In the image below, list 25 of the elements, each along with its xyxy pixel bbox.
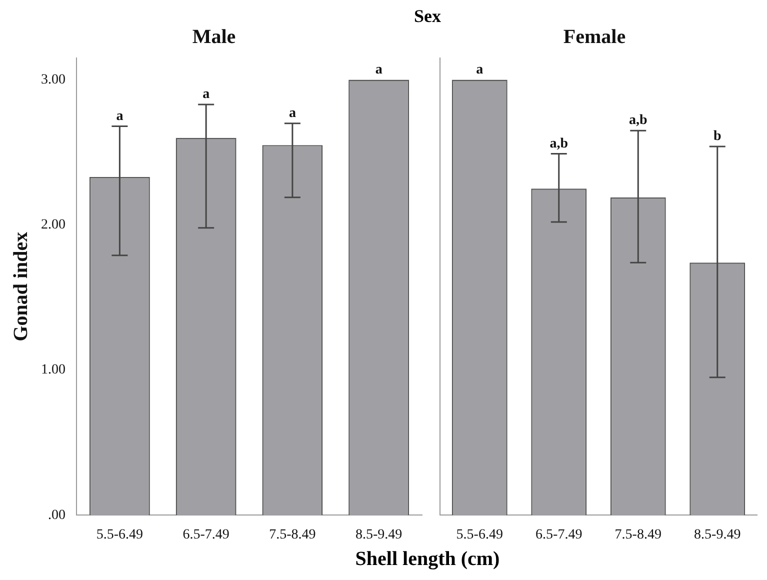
annotation: a <box>202 87 210 102</box>
y-tick-label: .00 <box>48 508 66 523</box>
y-tick-label: 2.00 <box>41 218 66 233</box>
x-tick-label: 6.5-7.49 <box>182 527 230 542</box>
y-tick-label: 3.00 <box>41 72 66 88</box>
x-tick-label: 7.5-8.49 <box>614 527 662 542</box>
chart-title: Male <box>192 26 236 48</box>
x-tick-label: 6.5-7.49 <box>536 527 582 542</box>
y-axis-title: Gonad index <box>10 232 32 342</box>
x-tick-label: 8.5-9.49 <box>355 527 402 542</box>
annotation: b <box>713 129 722 144</box>
y-tick-label: 1.00 <box>41 362 66 378</box>
chart-title: Female <box>563 26 626 48</box>
annotation: a,b <box>550 136 568 152</box>
x-axis-title: Shell length (cm) <box>354 548 501 571</box>
x-tick-label: 7.5-8.49 <box>269 527 316 542</box>
annotation: a <box>476 62 484 78</box>
annotation: a <box>288 106 296 121</box>
x-tick-label: 5.5-6.49 <box>456 527 503 542</box>
annotation: a <box>375 62 382 78</box>
annotation: a,b <box>628 113 648 128</box>
x-tick-label: 5.5-6.49 <box>96 527 144 542</box>
x-tick-label: 8.5-9.49 <box>694 527 741 542</box>
annotation: a <box>116 108 124 124</box>
text: Sex <box>413 6 442 27</box>
